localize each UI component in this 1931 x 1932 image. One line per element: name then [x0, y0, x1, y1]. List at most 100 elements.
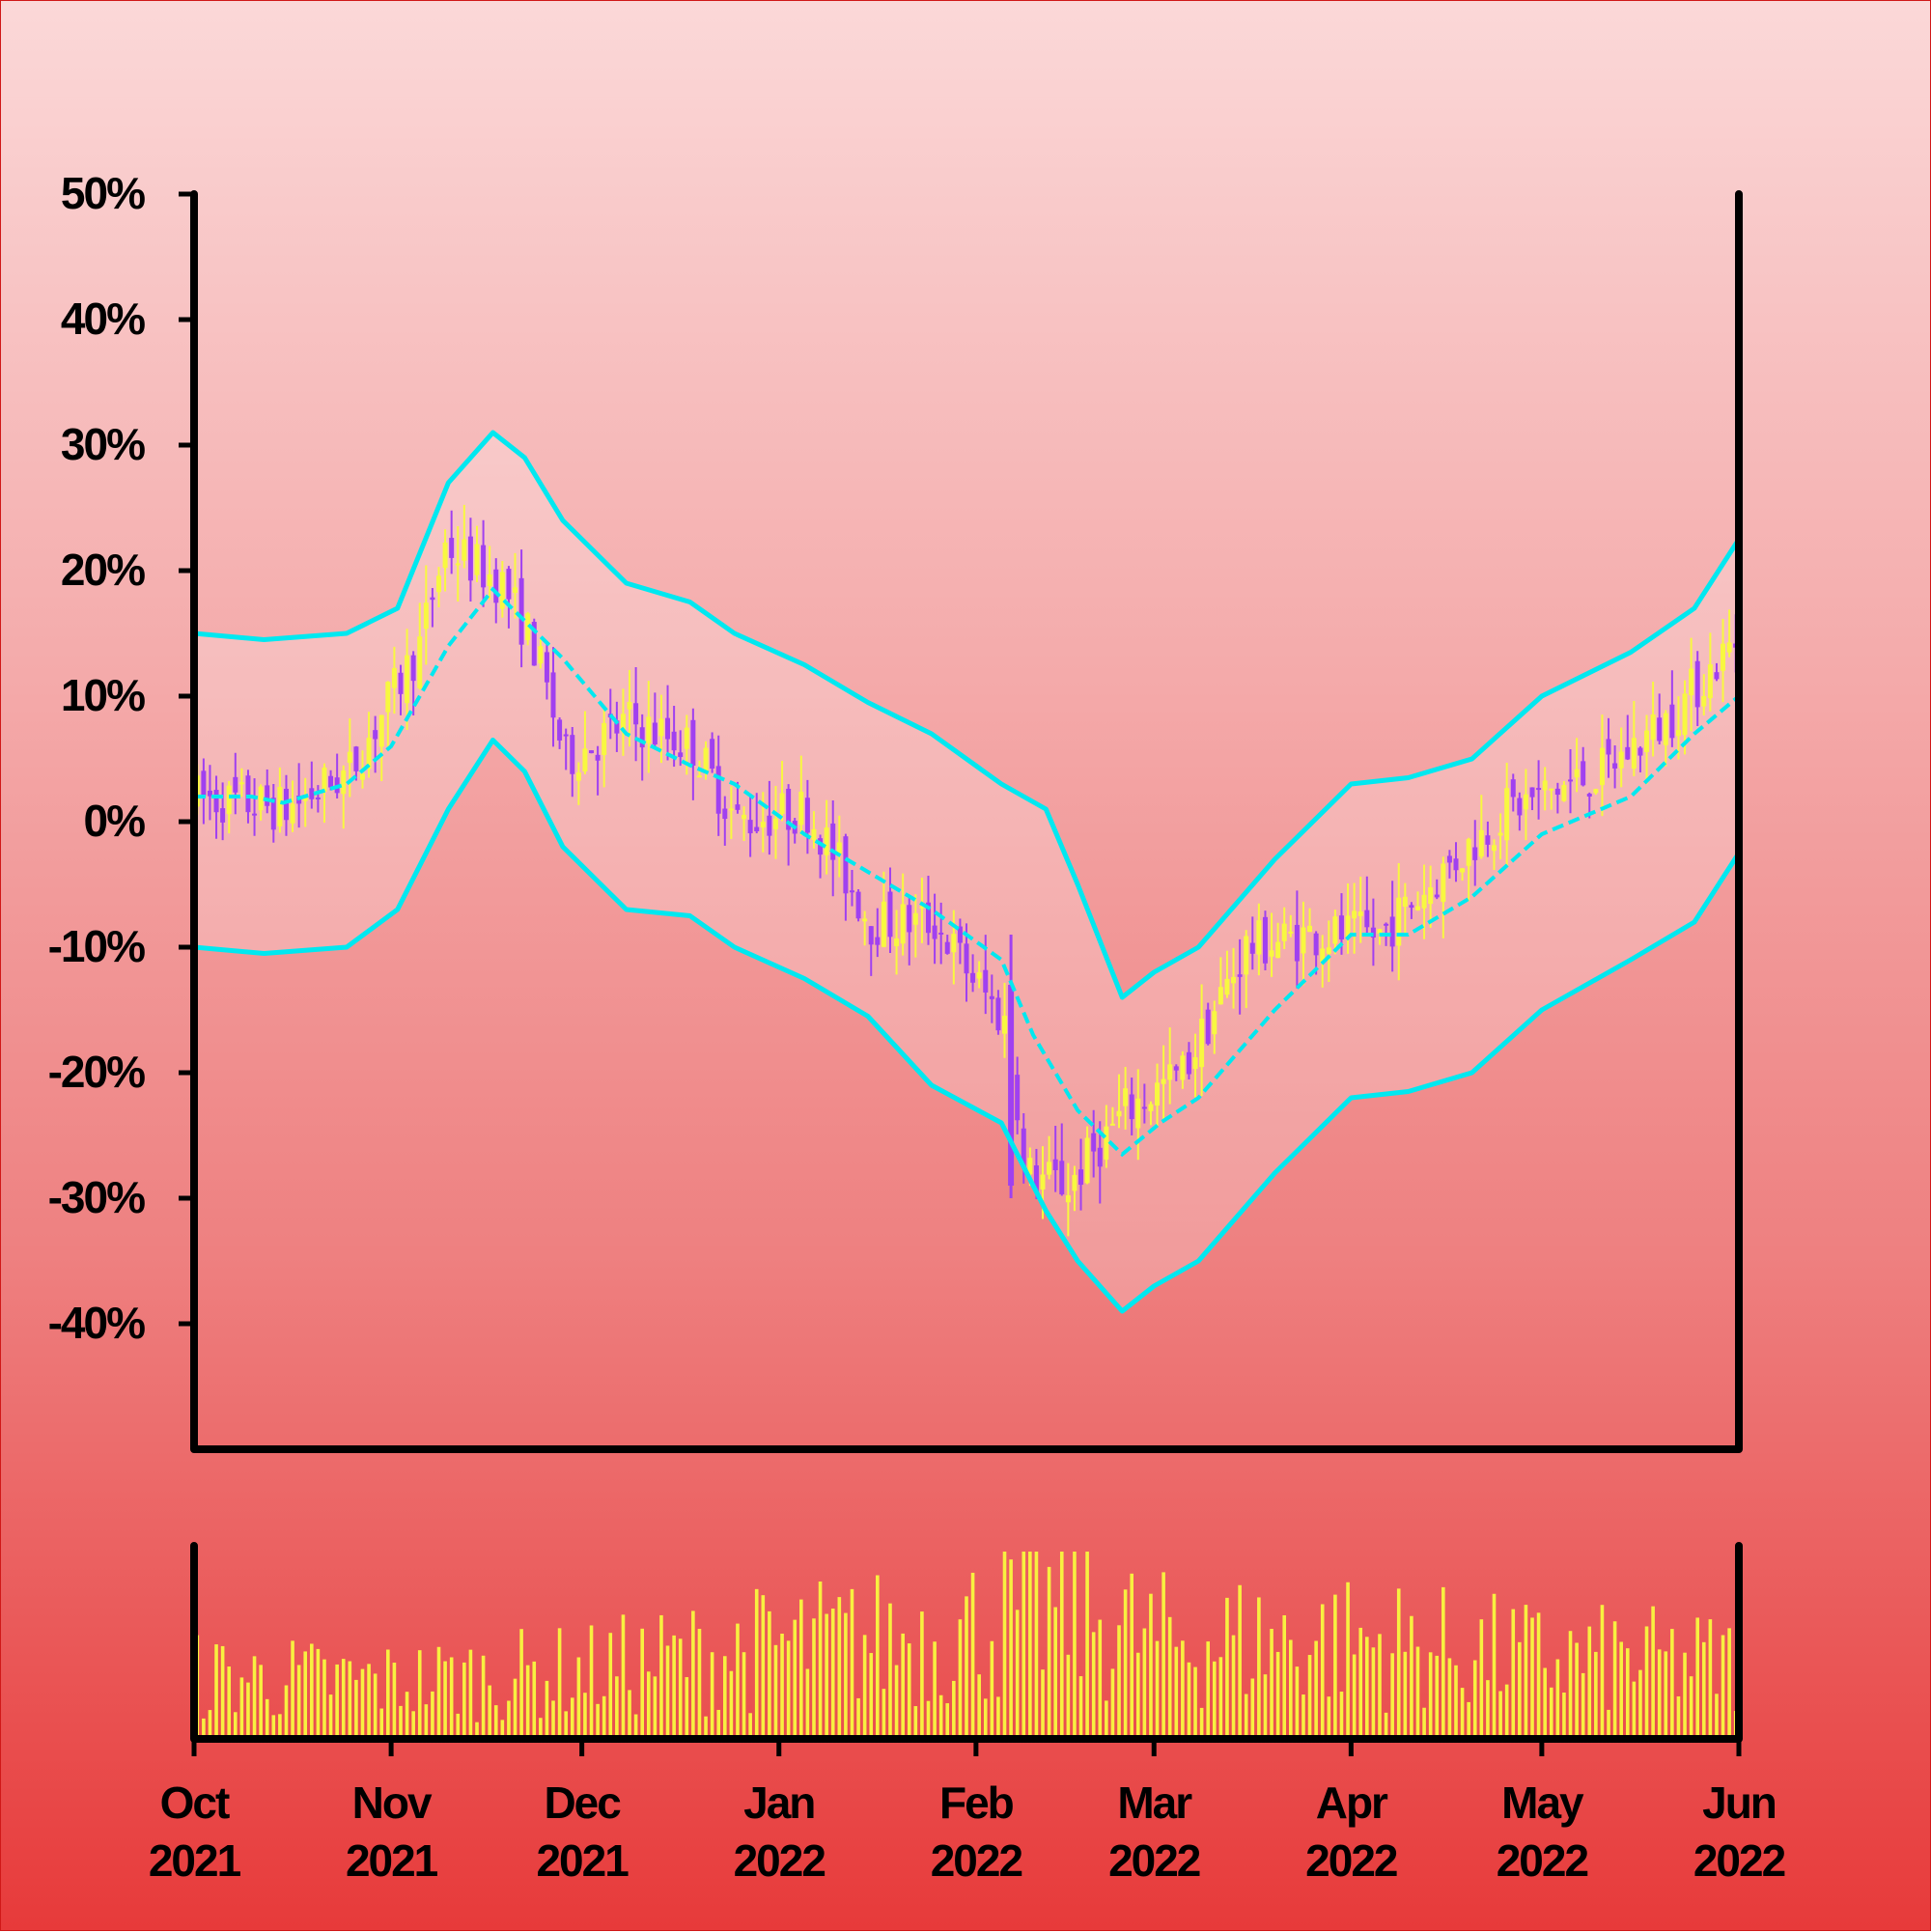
volume-bar [1193, 1666, 1197, 1739]
volume-bar [1212, 1661, 1217, 1739]
candle-down [722, 808, 728, 820]
volume-bar [367, 1664, 371, 1739]
volume-bar [1511, 1609, 1516, 1739]
candle-down [989, 995, 994, 999]
candle-down [747, 820, 753, 834]
volume-bar [1568, 1631, 1573, 1739]
volume-bar [1041, 1669, 1045, 1739]
volume-bar [360, 1668, 365, 1739]
x-tick-label-month: Oct [160, 1778, 230, 1828]
candle-up [417, 636, 423, 688]
volume-bar [1587, 1626, 1592, 1739]
candle-up [1288, 931, 1294, 934]
candle-down [233, 776, 238, 793]
candle-down [1015, 1075, 1021, 1121]
candle-up [1281, 923, 1287, 941]
volume-bar [818, 1582, 823, 1739]
volume-bar [488, 1685, 491, 1739]
candle-up [341, 770, 347, 795]
volume-bar [1181, 1640, 1185, 1739]
y-tick-label: 50% [61, 168, 145, 218]
volume-bar [1327, 1696, 1331, 1739]
volume-bar [341, 1659, 346, 1739]
volume-bar [335, 1664, 339, 1739]
volume-bar [227, 1666, 232, 1739]
volume-bar [958, 1619, 963, 1739]
volume-bar [1727, 1628, 1731, 1739]
volume-bar [259, 1665, 263, 1739]
candle-down [1364, 910, 1370, 928]
middle-band-line [194, 586, 1741, 1158]
volume-bar [322, 1659, 326, 1739]
candle-up [277, 787, 283, 826]
candle-up [951, 934, 957, 953]
candle-down [1313, 933, 1319, 956]
volume-bar [1123, 1589, 1128, 1739]
volume-bar [296, 1665, 301, 1739]
volume-bar [265, 1698, 269, 1739]
volume-bar [1275, 1651, 1280, 1739]
candle-down [1446, 855, 1452, 863]
volume-bar [876, 1575, 880, 1739]
volume-bar [805, 1668, 810, 1739]
volume-bar [1721, 1635, 1725, 1739]
candle-down [1669, 704, 1675, 739]
candle-down [875, 937, 881, 945]
volume-bar [500, 1720, 505, 1739]
candle-down [1059, 1161, 1065, 1195]
candle-up [1466, 838, 1471, 866]
candle-down [1008, 985, 1015, 1186]
x-tick-label-year: 2022 [734, 1835, 826, 1886]
candle-down [518, 577, 524, 645]
candle-down [671, 731, 677, 751]
volume-bar [996, 1696, 1000, 1739]
candle-up [772, 818, 778, 829]
volume-bar [271, 1715, 276, 1739]
candle-down [1714, 672, 1720, 680]
volume-bar [392, 1663, 397, 1739]
candle-up [1275, 941, 1281, 959]
candle-up [474, 544, 480, 575]
candle-up [1047, 1162, 1052, 1175]
volume-bar [417, 1650, 422, 1739]
y-tick-label: -10% [48, 921, 145, 971]
candle-up [582, 748, 588, 771]
volume-bar [697, 1629, 702, 1739]
candle-up [602, 722, 607, 755]
candle-down [944, 941, 950, 954]
volume-bar [850, 1588, 854, 1739]
candle-down [1568, 779, 1574, 782]
volume-bar [1435, 1655, 1440, 1739]
candle-up [900, 904, 906, 944]
candle-up [538, 646, 544, 664]
candle-up [627, 702, 632, 710]
volume-bar [633, 1714, 638, 1739]
candle-up [290, 803, 295, 824]
y-tick-label: -20% [48, 1047, 145, 1097]
volume-bar [1295, 1666, 1300, 1739]
candle-down [245, 775, 251, 813]
volume-bar [640, 1628, 644, 1739]
volume-bar [1447, 1658, 1452, 1739]
volume-bar [1358, 1627, 1363, 1739]
volume-bar [1460, 1688, 1465, 1739]
candle-down [595, 754, 601, 761]
candle-up [1561, 785, 1567, 801]
candle-down [315, 797, 321, 799]
candle-down [855, 891, 861, 919]
volume-bar [399, 1705, 403, 1739]
volume-bar [1396, 1588, 1401, 1739]
candle-down [430, 597, 435, 601]
volume-bar [1479, 1619, 1484, 1739]
volume-bar [596, 1703, 600, 1739]
volume-bar [685, 1677, 689, 1739]
volume-bar [1504, 1684, 1509, 1739]
candle-up [1428, 886, 1434, 905]
tick-label-layer: 50% 40% 30% 20% 10% 0% -10% -20% -30% -40% Oct 2021… [48, 168, 1787, 1886]
volume-bar [519, 1629, 523, 1739]
candle-up [487, 574, 492, 587]
candle-down [1554, 788, 1560, 796]
x-tick-label-year: 2021 [149, 1835, 241, 1886]
volume-bar [1701, 1641, 1706, 1739]
volume-bar [1524, 1605, 1528, 1739]
